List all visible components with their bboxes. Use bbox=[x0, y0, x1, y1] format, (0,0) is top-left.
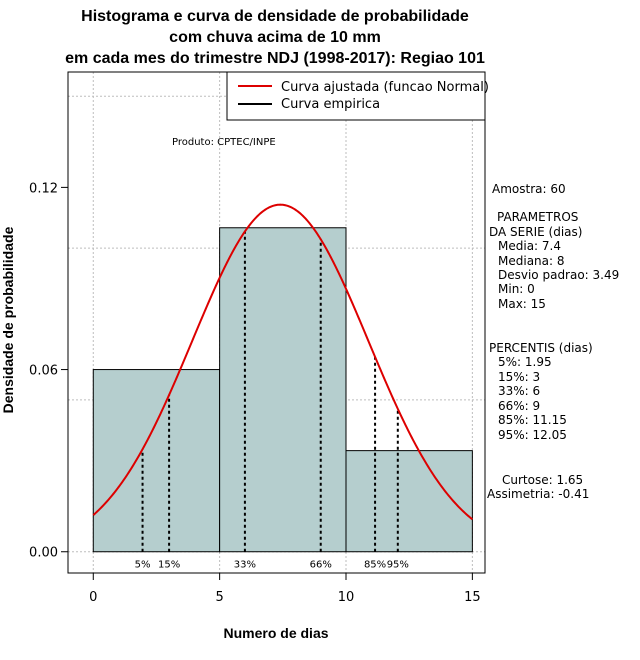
histogram-bar-1 bbox=[219, 227, 347, 553]
y-axis-label: Densidade de probabilidade bbox=[0, 226, 16, 413]
y-tick-label-2: 0.12 bbox=[29, 181, 58, 196]
x-axis-label: Numero de dias bbox=[223, 625, 328, 641]
normal-curve-line bbox=[92, 203, 473, 521]
param-min: Min: 0 bbox=[498, 282, 535, 296]
percentile-15: 15%: 3 bbox=[498, 370, 540, 384]
histogram-bar-2 bbox=[345, 450, 473, 553]
side-panel: Amostra: 60 PARAMETROS DA SERIE (dias) M… bbox=[487, 182, 619, 501]
y-tick-label-1: 0.06 bbox=[29, 364, 58, 379]
product-annotation: Produto: CPTEC/INPE bbox=[172, 137, 276, 148]
percentile-95: 95%: 12.05 bbox=[498, 428, 567, 442]
sample-size-text: Amostra: 60 bbox=[492, 182, 566, 196]
param-stddev: Desvio padrao: 3.49 bbox=[498, 268, 619, 282]
param-max: Max: 15 bbox=[498, 297, 546, 311]
histogram-bars bbox=[92, 227, 473, 553]
chart-title-line-2: com chuva acima de 10 mm bbox=[169, 29, 381, 46]
x-tick-label-0: 0 bbox=[89, 590, 97, 605]
percentile-label-1: 15% bbox=[158, 560, 180, 571]
legend-box bbox=[226, 71, 486, 121]
param-mean: Media: 7.4 bbox=[498, 239, 561, 253]
legend-label-empirical: Curva empirica bbox=[281, 97, 380, 112]
percentile-85: 85%: 11.15 bbox=[498, 413, 567, 427]
x-tick-label-2: 10 bbox=[338, 590, 355, 605]
y-tick-label-0: 0.00 bbox=[29, 546, 58, 561]
percentile-66: 66%: 9 bbox=[498, 399, 540, 413]
params-heading-1: PARAMETROS bbox=[497, 210, 578, 224]
legend: Curva ajustada (funcao Normal) Curva emp… bbox=[226, 71, 489, 121]
percentile-lines bbox=[141, 231, 399, 552]
chart-title-line-1: Histograma e curva de densidade de proba… bbox=[81, 8, 469, 25]
percentile-label-4: 85% bbox=[364, 560, 386, 571]
params-heading-2: DA SERIE (dias) bbox=[489, 225, 582, 239]
percentile-label-3: 66% bbox=[310, 560, 332, 571]
histogram-bar-0 bbox=[92, 369, 221, 553]
percentile-label-5: 95% bbox=[387, 560, 409, 571]
y-axis: 0.00 0.06 0.12 bbox=[29, 181, 69, 561]
percentile-5: 5%: 1.95 bbox=[498, 355, 552, 369]
percentile-labels: 5% 15% 33% 66% 85% 95% bbox=[135, 560, 409, 571]
percentile-label-2: 33% bbox=[234, 560, 256, 571]
param-median: Mediana: 8 bbox=[498, 254, 565, 268]
percentiles-heading: PERCENTIS (dias) bbox=[489, 341, 593, 355]
x-tick-label-3: 15 bbox=[464, 590, 481, 605]
skewness-text: Assimetria: -0.41 bbox=[487, 487, 589, 501]
chart-title-line-3: em cada mes do trimestre NDJ (1998-2017)… bbox=[65, 50, 485, 67]
legend-label-fitted: Curva ajustada (funcao Normal) bbox=[281, 80, 489, 95]
x-axis: 0 5 10 15 bbox=[89, 572, 481, 605]
kurtosis-text: Curtose: 1.65 bbox=[502, 473, 583, 487]
x-tick-label-1: 5 bbox=[215, 590, 223, 605]
percentile-label-0: 5% bbox=[135, 560, 151, 571]
percentile-33: 33%: 6 bbox=[498, 384, 540, 398]
